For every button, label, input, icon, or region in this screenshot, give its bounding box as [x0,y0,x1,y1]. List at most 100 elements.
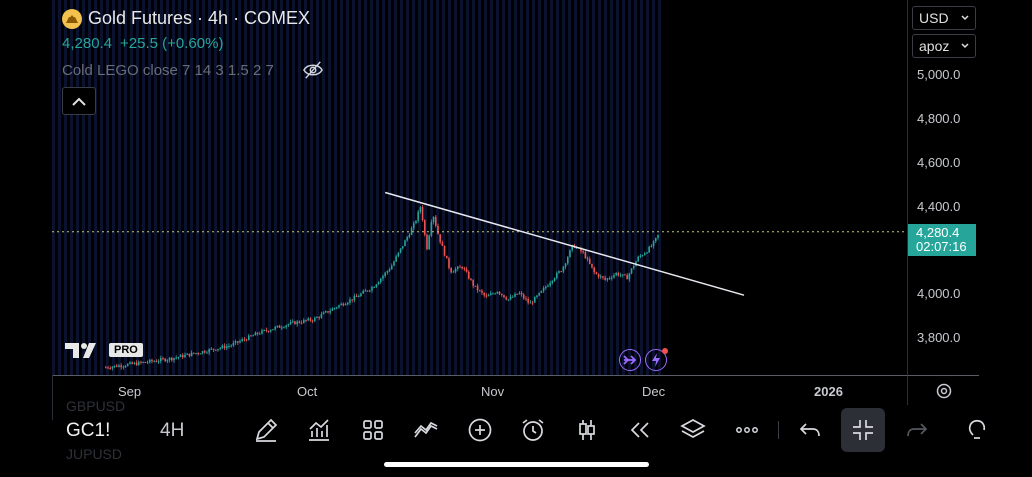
scale-mode-select[interactable]: apoz [912,34,976,58]
candlestick-icon [579,420,595,440]
session-band [178,0,181,375]
session-band [292,0,295,375]
candle-body [199,353,202,355]
session-band [580,0,583,375]
exit-fullscreen-button[interactable] [841,408,885,452]
drawing-tools-button[interactable] [251,415,281,445]
pro-badge: PRO [109,343,143,357]
session-band [598,0,601,375]
grid-icon [363,420,383,440]
eye-off-icon[interactable] [302,60,324,80]
candle-body [558,271,560,273]
session-band [58,0,61,375]
redo-button[interactable] [902,415,932,445]
price-axis[interactable]: USD apoz 5,000.0 4,800.0 4,600.0 4,400.0… [907,0,979,375]
object-tree-button[interactable] [678,415,708,445]
candle-body [580,247,582,252]
session-band [532,0,535,375]
session-band [556,0,559,375]
candle-body [608,278,611,280]
alert-lightning-icon[interactable] [645,348,668,371]
candle-body [481,290,483,293]
session-band [430,0,433,375]
session-band [256,0,259,375]
candle-body [384,272,386,276]
session-band [64,0,67,375]
time-label: Dec [642,384,666,399]
candle-body [230,345,232,347]
home-indicator[interactable] [384,462,649,467]
chart-status-icons[interactable] [619,348,668,371]
candle-body [232,343,235,346]
candle-body [628,273,631,280]
time-axis[interactable]: Sep Oct Nov Dec 2026 [52,375,907,405]
candle-body [498,291,501,294]
undo-button[interactable] [795,415,825,445]
candle-body [650,246,653,248]
candle-body [203,351,206,353]
replay-button[interactable] [625,415,655,445]
session-band [286,0,289,375]
more-button[interactable] [732,415,762,445]
session-band [538,0,541,375]
candle-body [492,293,494,295]
candle-body [212,348,215,350]
price-tick: 4,600.0 [917,155,961,170]
candle-body [311,320,314,322]
layouts-button[interactable] [358,415,388,445]
candle-body [173,358,175,361]
candle-body [551,280,554,283]
indicators-button[interactable] [304,415,334,445]
session-band [388,0,391,375]
candle-body [463,268,466,270]
candle-body [597,274,600,278]
symbol-button[interactable]: GC1! [66,420,111,441]
chart-settings-button[interactable] [907,375,979,405]
candle-body [461,266,463,269]
candle-body [632,266,635,269]
candle-body [522,294,525,299]
candle-body [452,271,455,273]
indicator-legend[interactable]: Cold LEGO close 7 14 3 1.5 2 7 [62,60,324,80]
candle-body [529,302,532,304]
candle-body [566,257,569,264]
alert-button[interactable] [518,415,548,445]
replay-icon[interactable] [619,349,641,371]
price-tick: 4,800.0 [917,111,961,126]
session-band [406,0,409,375]
candle-body [505,297,507,300]
price-chart[interactable] [52,0,907,375]
currency-value: USD [919,10,949,26]
candle-body [195,353,197,355]
lightbulb-icon [968,419,986,439]
session-band [640,0,643,375]
session-band [160,0,163,375]
add-button[interactable] [465,415,495,445]
collapse-legend-button[interactable] [62,87,96,115]
chart-type-button[interactable] [572,415,602,445]
candle-body [624,274,626,276]
currency-select[interactable]: USD [912,6,976,30]
candle-body [439,234,441,243]
candle-body [509,296,512,300]
bottom-toolbar[interactable]: GBPUSD JUPUSD GC1! 4H [0,398,1032,462]
candle-body [641,255,644,257]
indicator-label: Cold LEGO close 7 14 3 1.5 2 7 [62,61,274,79]
timeframe-button[interactable]: 4H [160,420,185,441]
candle-body [586,258,589,260]
candle-body [450,267,452,273]
price-tick: 4,400.0 [917,199,961,214]
session-band [550,0,553,375]
candle-body [164,358,166,362]
candle-body [338,305,340,308]
session-band [586,0,589,375]
idea-button[interactable] [962,415,992,445]
candle-body [626,275,628,280]
symbol-header[interactable]: Gold Futures · 4h · COMEX [62,8,310,29]
candle-body [223,345,226,349]
candle-body [648,246,650,253]
compare-button[interactable] [411,415,441,445]
candle-body [254,332,257,336]
current-price-tag: 4,280.4 02:07:16 [908,224,976,256]
chart-pane[interactable] [52,0,907,375]
